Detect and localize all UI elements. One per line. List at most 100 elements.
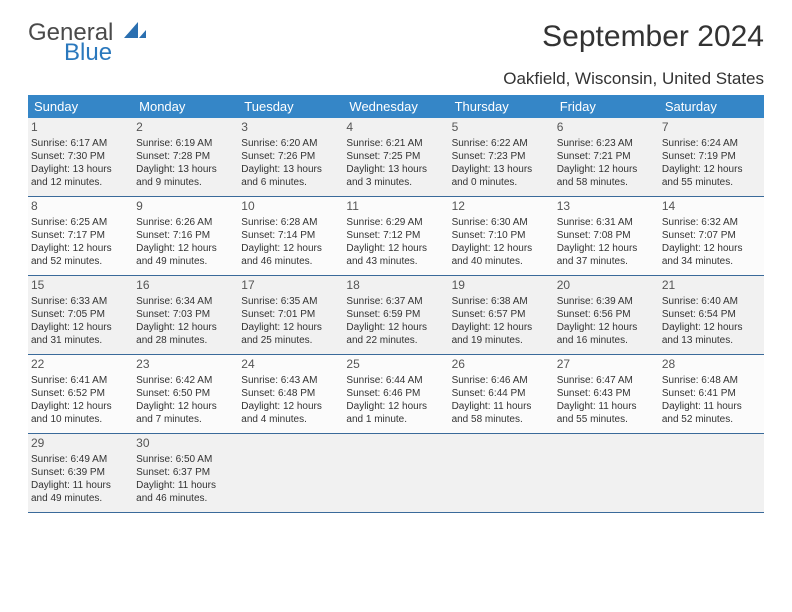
sunrise-text: Sunrise: 6:41 AM: [31, 374, 130, 387]
calendar-week: 1Sunrise: 6:17 AMSunset: 7:30 PMDaylight…: [28, 118, 764, 197]
calendar-day: 27Sunrise: 6:47 AMSunset: 6:43 PMDayligh…: [554, 355, 659, 433]
sunrise-text: Sunrise: 6:47 AM: [557, 374, 656, 387]
calendar-day: 23Sunrise: 6:42 AMSunset: 6:50 PMDayligh…: [133, 355, 238, 433]
daylight-text: Daylight: 12 hours and 13 minutes.: [662, 321, 761, 347]
calendar-day: 5Sunrise: 6:22 AMSunset: 7:23 PMDaylight…: [449, 118, 554, 196]
day-number: 8: [31, 199, 130, 215]
daylight-text: Daylight: 12 hours and 31 minutes.: [31, 321, 130, 347]
header-row: General Blue September 2024: [28, 20, 764, 65]
calendar-day: 16Sunrise: 6:34 AMSunset: 7:03 PMDayligh…: [133, 276, 238, 354]
sunset-text: Sunset: 6:56 PM: [557, 308, 656, 321]
daylight-text: Daylight: 12 hours and 22 minutes.: [346, 321, 445, 347]
calendar-day: 17Sunrise: 6:35 AMSunset: 7:01 PMDayligh…: [238, 276, 343, 354]
sunset-text: Sunset: 7:07 PM: [662, 229, 761, 242]
calendar-week: 8Sunrise: 6:25 AMSunset: 7:17 PMDaylight…: [28, 197, 764, 276]
sunrise-text: Sunrise: 6:28 AM: [241, 216, 340, 229]
daylight-text: Daylight: 12 hours and 55 minutes.: [662, 163, 761, 189]
calendar-week: 22Sunrise: 6:41 AMSunset: 6:52 PMDayligh…: [28, 355, 764, 434]
page-title: September 2024: [542, 20, 764, 54]
calendar-day: 14Sunrise: 6:32 AMSunset: 7:07 PMDayligh…: [659, 197, 764, 275]
sunset-text: Sunset: 7:21 PM: [557, 150, 656, 163]
sunrise-text: Sunrise: 6:38 AM: [452, 295, 551, 308]
calendar-day: 12Sunrise: 6:30 AMSunset: 7:10 PMDayligh…: [449, 197, 554, 275]
daylight-text: Daylight: 12 hours and 19 minutes.: [452, 321, 551, 347]
calendar-day-empty: [554, 434, 659, 512]
day-number: 20: [557, 278, 656, 294]
sunset-text: Sunset: 7:10 PM: [452, 229, 551, 242]
sunrise-text: Sunrise: 6:43 AM: [241, 374, 340, 387]
sunrise-text: Sunrise: 6:50 AM: [136, 453, 235, 466]
day-number: 13: [557, 199, 656, 215]
daylight-text: Daylight: 12 hours and 16 minutes.: [557, 321, 656, 347]
day-number: 5: [452, 120, 551, 136]
day-number: 19: [452, 278, 551, 294]
day-number: 15: [31, 278, 130, 294]
day-number: 1: [31, 120, 130, 136]
weekday-label: Friday: [554, 95, 659, 118]
weekday-label: Saturday: [659, 95, 764, 118]
sunset-text: Sunset: 6:39 PM: [31, 466, 130, 479]
calendar-day: 24Sunrise: 6:43 AMSunset: 6:48 PMDayligh…: [238, 355, 343, 433]
daylight-text: Daylight: 13 hours and 3 minutes.: [346, 163, 445, 189]
day-number: 10: [241, 199, 340, 215]
sunset-text: Sunset: 6:54 PM: [662, 308, 761, 321]
daylight-text: Daylight: 13 hours and 0 minutes.: [452, 163, 551, 189]
daylight-text: Daylight: 12 hours and 37 minutes.: [557, 242, 656, 268]
sunrise-text: Sunrise: 6:19 AM: [136, 137, 235, 150]
sunset-text: Sunset: 7:23 PM: [452, 150, 551, 163]
calendar-day: 20Sunrise: 6:39 AMSunset: 6:56 PMDayligh…: [554, 276, 659, 354]
daylight-text: Daylight: 11 hours and 55 minutes.: [557, 400, 656, 426]
day-number: 3: [241, 120, 340, 136]
calendar-day: 13Sunrise: 6:31 AMSunset: 7:08 PMDayligh…: [554, 197, 659, 275]
sunrise-text: Sunrise: 6:21 AM: [346, 137, 445, 150]
daylight-text: Daylight: 11 hours and 58 minutes.: [452, 400, 551, 426]
day-number: 17: [241, 278, 340, 294]
sunset-text: Sunset: 6:44 PM: [452, 387, 551, 400]
weekday-label: Sunday: [28, 95, 133, 118]
day-number: 7: [662, 120, 761, 136]
daylight-text: Daylight: 12 hours and 10 minutes.: [31, 400, 130, 426]
weekday-header: Sunday Monday Tuesday Wednesday Thursday…: [28, 95, 764, 118]
daylight-text: Daylight: 12 hours and 28 minutes.: [136, 321, 235, 347]
day-number: 30: [136, 436, 235, 452]
sunrise-text: Sunrise: 6:25 AM: [31, 216, 130, 229]
day-number: 29: [31, 436, 130, 452]
sunset-text: Sunset: 7:30 PM: [31, 150, 130, 163]
sunrise-text: Sunrise: 6:32 AM: [662, 216, 761, 229]
calendar-day: 9Sunrise: 6:26 AMSunset: 7:16 PMDaylight…: [133, 197, 238, 275]
day-number: 4: [346, 120, 445, 136]
sunset-text: Sunset: 6:57 PM: [452, 308, 551, 321]
calendar-day: 18Sunrise: 6:37 AMSunset: 6:59 PMDayligh…: [343, 276, 448, 354]
calendar-day: 3Sunrise: 6:20 AMSunset: 7:26 PMDaylight…: [238, 118, 343, 196]
daylight-text: Daylight: 13 hours and 12 minutes.: [31, 163, 130, 189]
sunset-text: Sunset: 6:52 PM: [31, 387, 130, 400]
sunrise-text: Sunrise: 6:24 AM: [662, 137, 761, 150]
calendar-day: 25Sunrise: 6:44 AMSunset: 6:46 PMDayligh…: [343, 355, 448, 433]
day-number: 26: [452, 357, 551, 373]
sunrise-text: Sunrise: 6:23 AM: [557, 137, 656, 150]
sunset-text: Sunset: 6:37 PM: [136, 466, 235, 479]
sunrise-text: Sunrise: 6:31 AM: [557, 216, 656, 229]
day-number: 18: [346, 278, 445, 294]
daylight-text: Daylight: 12 hours and 25 minutes.: [241, 321, 340, 347]
daylight-text: Daylight: 12 hours and 43 minutes.: [346, 242, 445, 268]
calendar-page: General Blue September 2024 Oakfield, Wi…: [0, 0, 792, 533]
daylight-text: Daylight: 12 hours and 58 minutes.: [557, 163, 656, 189]
daylight-text: Daylight: 11 hours and 49 minutes.: [31, 479, 130, 505]
sunset-text: Sunset: 7:26 PM: [241, 150, 340, 163]
calendar-day-empty: [449, 434, 554, 512]
day-number: 9: [136, 199, 235, 215]
daylight-text: Daylight: 13 hours and 6 minutes.: [241, 163, 340, 189]
sunrise-text: Sunrise: 6:22 AM: [452, 137, 551, 150]
day-number: 24: [241, 357, 340, 373]
sunrise-text: Sunrise: 6:30 AM: [452, 216, 551, 229]
calendar-day: 4Sunrise: 6:21 AMSunset: 7:25 PMDaylight…: [343, 118, 448, 196]
daylight-text: Daylight: 13 hours and 9 minutes.: [136, 163, 235, 189]
daylight-text: Daylight: 11 hours and 52 minutes.: [662, 400, 761, 426]
day-number: 21: [662, 278, 761, 294]
calendar-day: 6Sunrise: 6:23 AMSunset: 7:21 PMDaylight…: [554, 118, 659, 196]
day-number: 27: [557, 357, 656, 373]
day-number: 28: [662, 357, 761, 373]
calendar-day: 8Sunrise: 6:25 AMSunset: 7:17 PMDaylight…: [28, 197, 133, 275]
calendar-week: 29Sunrise: 6:49 AMSunset: 6:39 PMDayligh…: [28, 434, 764, 513]
